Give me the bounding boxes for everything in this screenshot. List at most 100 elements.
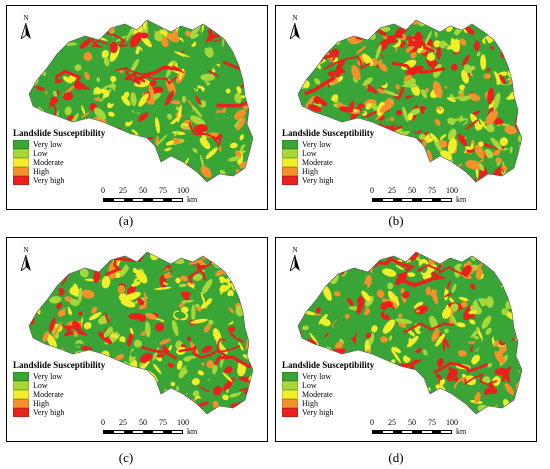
- map-patch: [339, 51, 349, 60]
- scale-segment: [441, 431, 451, 433]
- map-patch: [500, 25, 512, 36]
- map-patch: [499, 287, 505, 294]
- map-patch: [228, 23, 237, 27]
- map-patch: [29, 348, 37, 358]
- map-patch: [114, 365, 120, 374]
- map-patch: [51, 32, 59, 47]
- map-patch: [34, 277, 38, 293]
- map-patch: [417, 153, 424, 162]
- map-patch: [326, 28, 336, 33]
- map-patch: [239, 134, 245, 141]
- map-patch: [36, 33, 49, 47]
- map-patch: [434, 118, 441, 126]
- scale-segment: [113, 199, 124, 201]
- map-patch: [69, 32, 74, 40]
- map-patch: [112, 118, 117, 126]
- map-patch: [70, 253, 73, 269]
- map-patch: [377, 291, 382, 297]
- map-patch: [81, 289, 95, 299]
- map-patch: [364, 256, 371, 263]
- map-patch: [110, 299, 118, 314]
- scale-segment: [373, 431, 383, 433]
- map-patch: [375, 113, 385, 120]
- map-channel: [188, 264, 207, 284]
- map-patch: [355, 45, 367, 55]
- map-patch: [316, 306, 321, 314]
- map-patch: [235, 305, 245, 317]
- map-patch: [420, 106, 424, 115]
- map-patch: [240, 262, 248, 271]
- map-patch: [30, 290, 41, 300]
- scale-tick-label: 50: [408, 186, 416, 195]
- map-patch: [500, 276, 514, 288]
- map-patch: [75, 20, 82, 37]
- map-patch: [391, 346, 402, 354]
- map-patch: [485, 393, 502, 400]
- map-patch: [111, 391, 118, 399]
- map-patch: [235, 31, 253, 41]
- map-patch: [517, 135, 522, 144]
- map-patch: [222, 394, 229, 401]
- map-patch: [410, 156, 414, 166]
- map-patch: [228, 307, 235, 314]
- map-patch: [515, 33, 522, 41]
- map-patch: [356, 27, 361, 36]
- map-patch: [62, 92, 74, 101]
- legend-swatch: [13, 176, 29, 185]
- map-patch: [485, 109, 498, 125]
- map-patch: [325, 336, 334, 344]
- scale-segment: [113, 431, 124, 433]
- map-patch: [459, 95, 471, 102]
- map-patch: [456, 322, 466, 328]
- map-patch: [104, 143, 122, 154]
- map-patch: [178, 145, 187, 155]
- map-patch: [218, 126, 236, 132]
- map-patch: [220, 51, 231, 66]
- map-patch: [135, 269, 148, 284]
- map-patch: [46, 252, 52, 260]
- legend-swatch: [13, 390, 29, 399]
- map-patch: [84, 71, 90, 81]
- scale-segment: [382, 199, 393, 201]
- map-patch: [390, 147, 399, 157]
- map-patch: [224, 408, 227, 414]
- map-patch: [103, 57, 110, 67]
- map-patch: [367, 111, 380, 120]
- map-channel: [188, 121, 222, 147]
- map-patch: [312, 268, 318, 275]
- map-patch: [373, 345, 379, 351]
- legend-item: Moderate: [282, 390, 374, 399]
- map-patch: [156, 134, 168, 146]
- map-channel: [405, 35, 435, 53]
- map-patch: [212, 364, 218, 375]
- map-patch: [371, 103, 378, 111]
- map-patch: [188, 93, 201, 98]
- map-patch: [448, 252, 466, 255]
- scale-bar: 0 25 50 75 100 km: [101, 418, 213, 438]
- map-patch: [248, 304, 253, 311]
- panel-caption: (c): [118, 450, 134, 465]
- map-patch: [509, 146, 513, 154]
- map-patch: [401, 59, 417, 70]
- map-patch: [322, 285, 332, 301]
- map-patch: [191, 333, 205, 339]
- map-patch: [365, 332, 372, 339]
- map-channel: [129, 65, 180, 85]
- map-patch: [184, 40, 195, 49]
- map-patch: [355, 333, 361, 351]
- map-patch: [510, 298, 517, 304]
- map-patch: [520, 283, 522, 293]
- map-patch: [438, 40, 447, 49]
- scale-segment: [382, 431, 393, 433]
- map-patch: [191, 105, 203, 118]
- map-patch: [233, 29, 244, 39]
- map-patch: [344, 20, 351, 22]
- map-patch: [393, 396, 399, 404]
- map-patch: [159, 45, 173, 53]
- map-patch: [346, 297, 354, 306]
- map-patch: [435, 373, 443, 380]
- map-patch: [29, 294, 32, 304]
- map-patch: [188, 147, 196, 160]
- map-patch: [472, 337, 482, 352]
- map-patch: [298, 75, 302, 83]
